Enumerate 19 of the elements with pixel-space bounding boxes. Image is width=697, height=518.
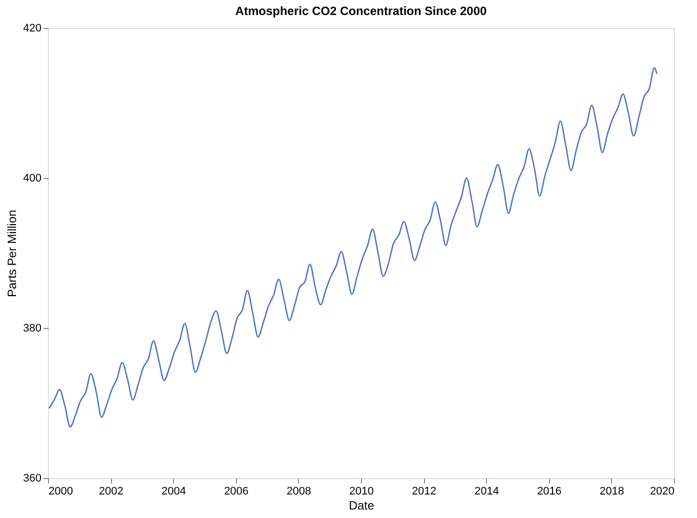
y-tick-label: 360 [23, 472, 42, 484]
x-tick-label: 2000 [48, 486, 73, 498]
x-tick-label: 2006 [224, 486, 249, 498]
x-tick-label: 2010 [349, 486, 374, 498]
chart-title: Atmospheric CO2 Concentration Since 2000 [235, 4, 488, 18]
x-axis-title: Date [348, 498, 374, 512]
y-tick-label: 420 [23, 22, 42, 34]
x-tick-label: 2002 [98, 486, 124, 498]
y-axis-title: Parts Per Million [5, 210, 20, 298]
x-tick-label: 2016 [537, 486, 562, 498]
x-tick-label: 2012 [412, 486, 436, 498]
y-tick-label: 400 [23, 172, 42, 184]
x-tick-label: 2014 [474, 486, 499, 498]
x-tick-label: 2004 [161, 486, 186, 498]
line-series [48, 67, 658, 428]
x-tick-label: 2008 [286, 486, 312, 498]
x-tick-label: 2018 [600, 486, 624, 498]
y-tick-label: 380 [23, 322, 42, 334]
x-tick-label: 2020 [650, 486, 674, 498]
